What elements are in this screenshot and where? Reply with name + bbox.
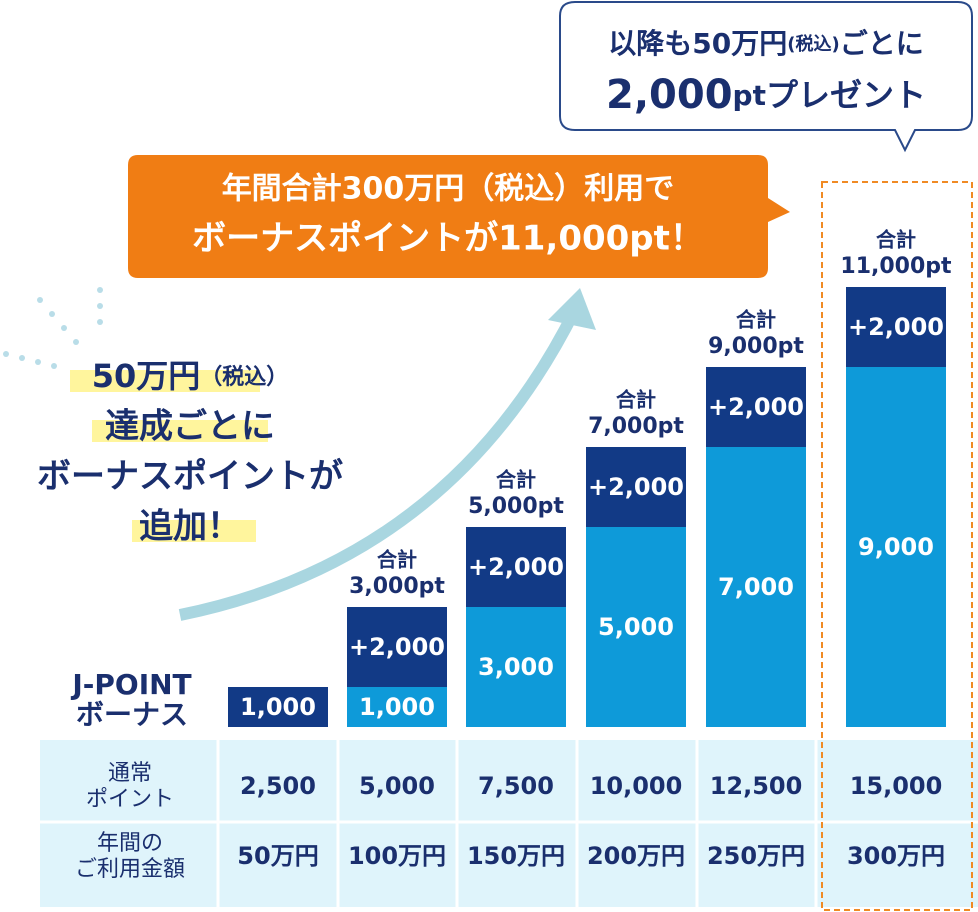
bar	[586, 447, 686, 527]
bar	[846, 367, 946, 727]
table-cell: 12,500	[710, 772, 803, 800]
bubble-text: 以降も50万円(税込)ごとに	[608, 27, 923, 60]
total-caption: 合計	[496, 468, 536, 492]
bar	[228, 687, 328, 727]
legend-text: ボーナス	[76, 698, 188, 731]
bar-label: 5,000	[598, 613, 674, 641]
trend-arrow	[178, 307, 581, 621]
bar-label: +2,000	[708, 393, 804, 421]
table-cell: 7,500	[478, 772, 554, 800]
bubble-part: 以降も50万円	[608, 27, 787, 60]
total-label: 7,000pt	[588, 414, 684, 439]
row-label: ポイント	[86, 787, 174, 812]
table-cell: 100万円	[348, 842, 446, 870]
table-cell: 300万円	[847, 842, 945, 870]
table-cell: 150万円	[467, 842, 565, 870]
note-line: ボーナスポイントが	[37, 457, 343, 497]
note-text: （税込）	[200, 364, 288, 390]
callout-text: ボーナスポイントが11,000pt！	[192, 219, 704, 259]
note-text: 50万円	[92, 357, 201, 395]
total-caption: 合計	[616, 388, 656, 412]
bar	[347, 687, 447, 727]
callout-box	[128, 155, 790, 278]
callout-text: 年間合計300万円（税込）利用で	[222, 172, 675, 207]
bar-label: +2,000	[468, 553, 564, 581]
bubble-part: プレゼント	[766, 76, 926, 114]
total-caption: 合計	[736, 308, 776, 332]
total-label: 11,000pt	[840, 254, 952, 279]
speech-bubble	[559, 1, 973, 153]
total-label: 3,000pt	[349, 574, 445, 599]
bubble-part: (税込)	[787, 33, 839, 55]
row-label: 通常	[108, 761, 152, 786]
total-label: 5,000pt	[468, 494, 564, 519]
bar-label: 1,000	[359, 693, 435, 721]
row-label: ご利用金額	[75, 857, 185, 882]
note-line: 達成ごとに	[105, 407, 275, 447]
table-cell: 10,000	[590, 772, 683, 800]
highlight-frame	[821, 181, 973, 911]
table-cell: 15,000	[850, 772, 943, 800]
table-cell: 50万円	[237, 842, 318, 870]
highlights	[70, 370, 268, 542]
note-line: 50万円（税込）	[92, 357, 289, 395]
bubble-part: 2,000	[606, 72, 733, 118]
total-label: 9,000pt	[708, 334, 804, 359]
table-cell: 5,000	[359, 772, 435, 800]
bar	[347, 607, 447, 687]
bar	[466, 527, 566, 607]
total-caption: 合計	[377, 548, 417, 572]
bar	[846, 287, 946, 367]
bar-label: +2,000	[588, 473, 684, 501]
bar-label: 7,000	[718, 573, 794, 601]
arrow-head	[548, 288, 596, 330]
bubble-part: ごとに	[840, 27, 924, 60]
table-cell: 250万円	[707, 842, 805, 870]
bar	[466, 607, 566, 727]
row-label: 年間の	[97, 831, 163, 856]
bar-label: 3,000	[478, 653, 554, 681]
bar	[586, 527, 686, 727]
decor-dots	[3, 287, 103, 369]
legend-text: J-POINT	[70, 668, 191, 701]
total-caption: 合計	[876, 228, 916, 252]
bar-label: +2,000	[349, 633, 445, 661]
bubble-part: pt	[733, 79, 766, 112]
table-cell: 200万円	[587, 842, 685, 870]
bubble-text: 2,000ptプレゼント	[606, 72, 926, 118]
bar-label: +2,000	[848, 313, 944, 341]
note-line: 追加！	[139, 507, 241, 547]
bar	[706, 367, 806, 447]
table-cell: 2,500	[240, 772, 316, 800]
bar-label: 9,000	[858, 533, 934, 561]
bar	[706, 447, 806, 727]
bar-label: 1,000	[240, 693, 316, 721]
